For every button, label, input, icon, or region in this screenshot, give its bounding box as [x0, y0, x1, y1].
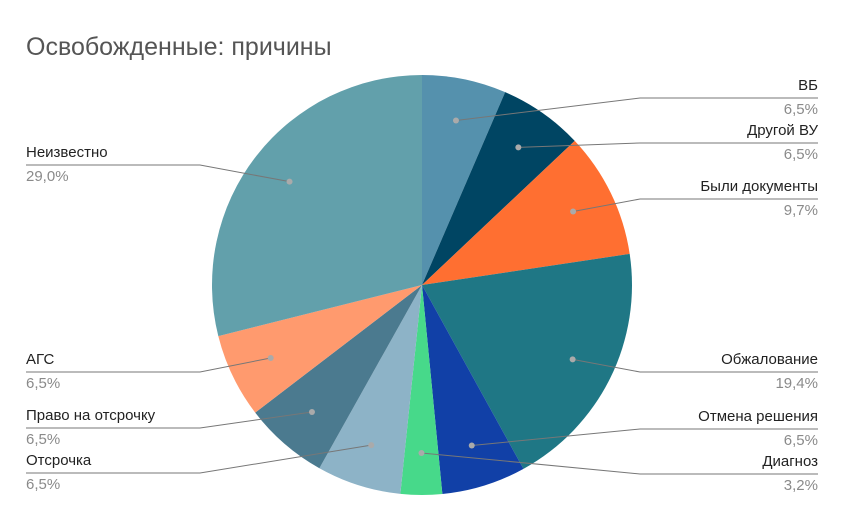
- leader-dot: [368, 442, 375, 449]
- slice-value: 19,4%: [775, 375, 818, 392]
- pie-slice: [422, 75, 506, 285]
- pie-slice: [422, 140, 630, 285]
- leader-line: [26, 357, 271, 373]
- leader-line: [471, 428, 818, 446]
- leader-line: [26, 164, 290, 183]
- leader-dot: [267, 354, 274, 361]
- slice-label: Диагноз: [762, 453, 818, 470]
- chart-title: Освобожденные: причины: [26, 33, 332, 61]
- slice-value: 6,5%: [26, 375, 60, 392]
- slice-label: Другой ВУ: [747, 122, 818, 139]
- leader-line: [518, 142, 818, 148]
- slice-label: Неизвестно: [26, 144, 108, 161]
- leader-line: [572, 358, 818, 373]
- leader-dot: [515, 144, 522, 151]
- slice-value: 6,5%: [784, 101, 818, 118]
- pie-slice: [422, 92, 575, 285]
- slice-label: Обжалование: [721, 351, 818, 368]
- leader-line: [26, 411, 313, 429]
- leader-line: [421, 452, 818, 475]
- pie-slice: [422, 285, 524, 495]
- slice-value: 9,7%: [784, 202, 818, 219]
- pie-slice: [422, 253, 632, 469]
- slice-label: Отмена решения: [698, 408, 818, 425]
- leader-dot: [418, 449, 425, 456]
- leader-line: [26, 444, 372, 474]
- leader-line: [572, 198, 818, 213]
- slice-value: 3,2%: [784, 477, 818, 494]
- leader-dot: [570, 208, 577, 215]
- slice-label: ВБ: [798, 77, 818, 94]
- slice-value: 6,5%: [784, 432, 818, 449]
- leader-dot: [452, 117, 459, 124]
- pie-slice: [212, 75, 422, 337]
- pie-slice: [255, 285, 422, 469]
- slice-label: Право на отсрочку: [26, 407, 156, 424]
- leader-dot: [308, 408, 315, 415]
- leader-dot: [468, 442, 475, 449]
- pie-slice: [218, 285, 422, 413]
- slice-label: Были документы: [700, 178, 818, 195]
- pie-slice: [319, 285, 422, 494]
- slice-value: 29,0%: [26, 168, 69, 185]
- leader-dot: [286, 178, 293, 185]
- slice-value: 6,5%: [26, 431, 60, 448]
- slice-label: Отсрочка: [26, 452, 92, 469]
- pie-slice: [400, 285, 443, 496]
- slice-value: 6,5%: [784, 146, 818, 163]
- slice-label: АГС: [26, 351, 54, 368]
- leader-dot: [569, 356, 576, 363]
- leader-line: [455, 97, 818, 121]
- slice-value: 6,5%: [26, 476, 60, 493]
